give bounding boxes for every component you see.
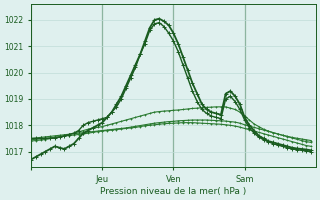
X-axis label: Pression niveau de la mer( hPa ): Pression niveau de la mer( hPa ) xyxy=(100,187,247,196)
